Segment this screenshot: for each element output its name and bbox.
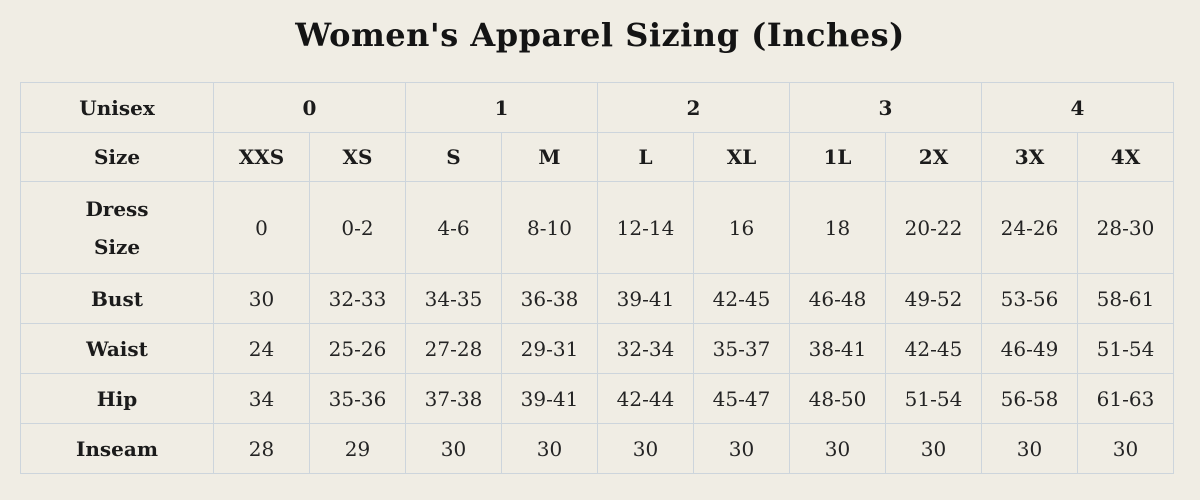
inseam-value: 28 [213, 423, 310, 474]
dress-size-value: 16 [693, 181, 790, 274]
unisex-group-row: Unisex 0 1 2 3 4 [20, 82, 1174, 133]
unisex-group-0: 0 [213, 82, 406, 133]
hip-value: 35-36 [309, 373, 406, 424]
waist-value: 24 [213, 323, 310, 374]
unisex-row-label: Unisex [20, 82, 214, 133]
bust-value: 36-38 [501, 273, 598, 324]
waist-value: 46-49 [981, 323, 1078, 374]
hip-value: 56-58 [981, 373, 1078, 424]
size-l: L [597, 132, 694, 182]
size-3x: 3X [981, 132, 1078, 182]
inseam-value: 30 [981, 423, 1078, 474]
dress-size-value: 28-30 [1077, 181, 1174, 274]
hip-value: 45-47 [693, 373, 790, 424]
bust-value: 32-33 [309, 273, 406, 324]
hip-value: 61-63 [1077, 373, 1174, 424]
waist-value: 51-54 [1077, 323, 1174, 374]
dress-size-value: 20-22 [885, 181, 982, 274]
dress-size-value: 8-10 [501, 181, 598, 274]
inseam-value: 30 [501, 423, 598, 474]
waist-value: 38-41 [789, 323, 886, 374]
sizing-table: Unisex 0 1 2 3 4 Size XXS XS S M L XL 1L… [20, 82, 1174, 474]
dress-size-value: 0-2 [309, 181, 406, 274]
inseam-value: 30 [789, 423, 886, 474]
size-xs: XS [309, 132, 406, 182]
hip-value: 34 [213, 373, 310, 424]
bust-value: 49-52 [885, 273, 982, 324]
dress-size-value: 0 [213, 181, 310, 274]
size-xxs: XXS [213, 132, 310, 182]
hip-value: 42-44 [597, 373, 694, 424]
hip-value: 51-54 [885, 373, 982, 424]
unisex-group-2: 2 [597, 82, 790, 133]
inseam-row-label: Inseam [20, 423, 214, 474]
inseam-row: Inseam 28 29 30 30 30 30 30 30 30 30 [20, 423, 1174, 474]
unisex-group-1: 1 [405, 82, 598, 133]
bust-value: 46-48 [789, 273, 886, 324]
inseam-value: 30 [693, 423, 790, 474]
bust-row: Bust 30 32-33 34-35 36-38 39-41 42-45 46… [20, 273, 1174, 324]
inseam-value: 30 [597, 423, 694, 474]
page-title: Women's Apparel Sizing (Inches) [295, 16, 905, 54]
size-xl: XL [693, 132, 790, 182]
dress-size-value: 24-26 [981, 181, 1078, 274]
dress-size-value: 4-6 [405, 181, 502, 274]
bust-value: 30 [213, 273, 310, 324]
waist-value: 25-26 [309, 323, 406, 374]
bust-value: 53-56 [981, 273, 1078, 324]
dress-size-value: 12-14 [597, 181, 694, 274]
hip-value: 37-38 [405, 373, 502, 424]
inseam-value: 29 [309, 423, 406, 474]
waist-value: 35-37 [693, 323, 790, 374]
size-m: M [501, 132, 598, 182]
hip-value: 48-50 [789, 373, 886, 424]
unisex-group-3: 3 [789, 82, 982, 133]
waist-value: 32-34 [597, 323, 694, 374]
size-1l: 1L [789, 132, 886, 182]
hip-value: 39-41 [501, 373, 598, 424]
bust-row-label: Bust [20, 273, 214, 324]
bust-value: 39-41 [597, 273, 694, 324]
inseam-value: 30 [885, 423, 982, 474]
hip-row-label: Hip [20, 373, 214, 424]
dress-size-row-label: Dress Size [20, 181, 214, 274]
size-s: S [405, 132, 502, 182]
waist-value: 29-31 [501, 323, 598, 374]
size-row-label: Size [20, 132, 214, 182]
waist-row: Waist 24 25-26 27-28 29-31 32-34 35-37 3… [20, 323, 1174, 374]
dress-size-value: 18 [789, 181, 886, 274]
inseam-value: 30 [1077, 423, 1174, 474]
inseam-value: 30 [405, 423, 502, 474]
size-4x: 4X [1077, 132, 1174, 182]
bust-value: 34-35 [405, 273, 502, 324]
unisex-group-4: 4 [981, 82, 1174, 133]
dress-size-row: Dress Size 0 0-2 4-6 8-10 12-14 16 18 20… [20, 181, 1174, 274]
bust-value: 42-45 [693, 273, 790, 324]
hip-row: Hip 34 35-36 37-38 39-41 42-44 45-47 48-… [20, 373, 1174, 424]
waist-value: 27-28 [405, 323, 502, 374]
size-header-row: Size XXS XS S M L XL 1L 2X 3X 4X [20, 132, 1174, 182]
waist-value: 42-45 [885, 323, 982, 374]
size-2x: 2X [885, 132, 982, 182]
waist-row-label: Waist [20, 323, 214, 374]
bust-value: 58-61 [1077, 273, 1174, 324]
